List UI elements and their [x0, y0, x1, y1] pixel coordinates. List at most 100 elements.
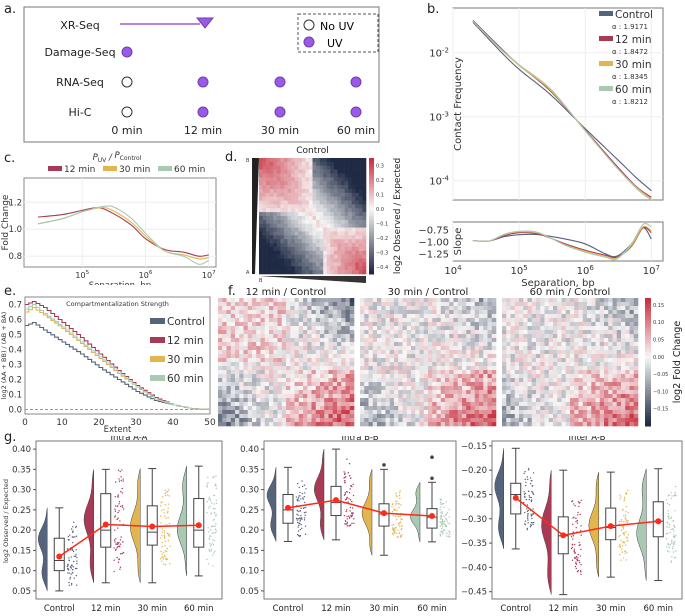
f-heatmap-cell	[548, 342, 554, 347]
g-data-point	[164, 564, 167, 566]
f-heatmap-cell	[303, 338, 308, 343]
f-heatmap-cell	[531, 314, 537, 319]
f-heatmap-cell	[487, 342, 493, 347]
d-heatmap-cell	[301, 270, 306, 275]
g-data-point	[67, 535, 70, 538]
f-heatmap-cell	[510, 314, 516, 319]
f-heatmap-cell	[510, 306, 516, 311]
d-heatmap-cell	[273, 231, 278, 236]
f-heatmap-cell	[298, 410, 304, 415]
f-heatmap-cell	[582, 338, 588, 343]
d-heatmap-cell	[305, 223, 310, 228]
d-heatmap-cell	[301, 192, 306, 197]
d-heatmap-cell	[266, 250, 270, 255]
f-heatmap-cell	[419, 298, 425, 303]
f-heatmap-cell	[328, 374, 334, 379]
f-heatmap-cell	[222, 322, 227, 327]
g-data-point	[394, 509, 397, 511]
f-heatmap-cell	[328, 330, 334, 335]
f-heatmap-cell	[519, 306, 524, 311]
f-heatmap-cell	[290, 402, 295, 407]
uv-marker	[274, 76, 286, 88]
g-data-point	[398, 532, 401, 534]
f-heatmap-cell	[315, 410, 321, 415]
f-heatmap-cell	[621, 326, 626, 331]
f-heatmap-cell	[226, 350, 232, 355]
d-heatmap-cell	[262, 246, 267, 252]
g-data-point	[442, 531, 444, 534]
f-heatmap-cell	[599, 406, 605, 411]
d-heatmap-cell	[333, 219, 338, 225]
f-heatmap-cell	[557, 422, 562, 427]
f-heatmap-cell	[574, 334, 579, 339]
g-data-point	[213, 476, 215, 478]
f-heatmap-cell	[582, 310, 588, 315]
f-heatmap-cell	[273, 410, 278, 415]
d-heatmap-cell	[326, 254, 331, 259]
d-heatmap-cell	[348, 262, 353, 267]
f-heatmap-cell	[491, 302, 497, 307]
f-heatmap-cell	[523, 370, 528, 375]
g-data-point	[349, 488, 351, 490]
f-heatmap-cell	[502, 318, 507, 323]
d-heatmap-cell	[362, 239, 367, 244]
f-heatmap-cell	[252, 386, 257, 391]
f-heatmap-cell	[341, 318, 346, 323]
f-heatmap-cell	[527, 390, 533, 395]
f-heatmap-cell	[368, 310, 374, 315]
g-data-point	[71, 536, 73, 538]
d-heatmap-cell	[298, 262, 303, 267]
f-heatmap-cell	[510, 378, 516, 383]
f-heatmap-cell	[502, 382, 507, 387]
g-data-point	[299, 491, 301, 494]
f-heatmap-cell	[419, 406, 425, 411]
f-heatmap-cell	[483, 298, 488, 303]
d-axis-label-left: B	[259, 278, 263, 284]
f-heatmap-cell	[252, 390, 257, 395]
f-heatmap-cell	[260, 398, 266, 403]
f-heatmap-cell	[402, 370, 408, 375]
f-heatmap-cell	[243, 306, 249, 311]
f-heatmap-cell	[553, 326, 558, 331]
f-heatmap-cell	[239, 338, 244, 343]
f-heatmap-cell	[415, 302, 420, 307]
d-heatmap-cell	[308, 262, 313, 267]
f-heatmap-cell	[381, 366, 386, 371]
f-heatmap-cell	[324, 298, 329, 303]
f-heatmap-cell	[578, 422, 584, 427]
d-heatmap-cell	[326, 223, 331, 228]
f-heatmap-cell	[377, 342, 382, 347]
d-heatmap-cell	[337, 216, 342, 221]
f-heatmap-cell	[587, 370, 592, 375]
d-heatmap-cell	[355, 250, 360, 255]
c-ylabel: Fold Change	[1, 194, 11, 250]
d-heatmap-cell	[312, 192, 317, 197]
g-data-point	[529, 496, 531, 499]
f-heatmap-cell	[290, 390, 295, 395]
f-colorbar-segment	[645, 378, 651, 382]
b-legend-label: Control	[615, 9, 653, 21]
d-heatmap-cell	[269, 165, 274, 170]
f-heatmap-cell	[519, 390, 524, 395]
f-heatmap-cell	[294, 302, 300, 307]
d-heatmap-cell	[323, 165, 328, 170]
f-heatmap-cell	[252, 354, 257, 359]
g-data-point	[74, 567, 77, 570]
d-heatmap-cell	[341, 270, 345, 275]
g-ytick-label: 0.05	[12, 587, 31, 597]
f-heatmap-cell	[360, 354, 365, 359]
f-heatmap-cell	[578, 334, 584, 339]
f-heatmap-cell	[432, 418, 437, 423]
f-heatmap-cell	[294, 334, 300, 339]
d-heatmap-cell	[330, 212, 335, 217]
g-data-point	[344, 472, 346, 474]
f-heatmap-cell	[514, 338, 520, 343]
f-heatmap-cell	[415, 310, 420, 315]
d-axis-label-right: A	[362, 279, 366, 285]
f-heatmap-cell	[290, 322, 295, 327]
f-heatmap-cell	[561, 306, 567, 311]
f-heatmap-cell	[502, 422, 507, 427]
g-data-point	[443, 520, 445, 523]
g-data-point	[208, 496, 211, 498]
d-heatmap-cell	[259, 181, 263, 186]
